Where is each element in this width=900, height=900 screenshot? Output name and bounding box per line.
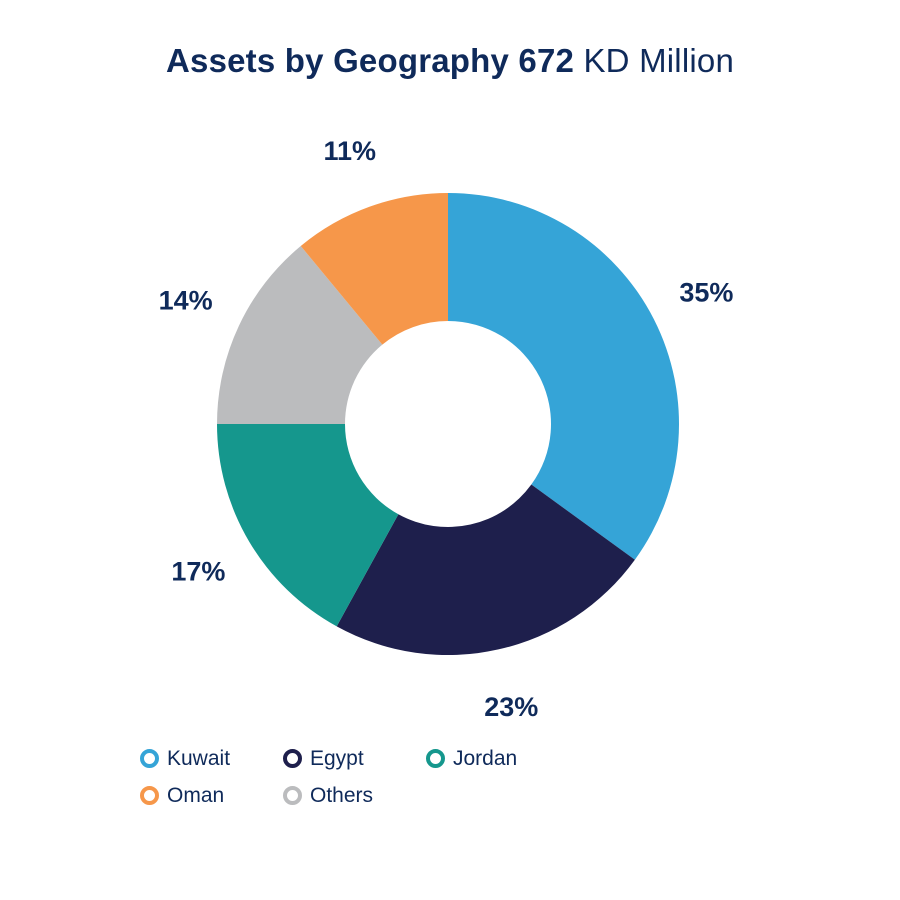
legend-label-egypt: Egypt xyxy=(310,746,364,770)
chart-legend: Kuwait Egypt Jordan Oman Others xyxy=(140,740,700,814)
data-label-others: 14% xyxy=(159,286,213,316)
legend-marker-others xyxy=(283,786,302,805)
legend-label-jordan: Jordan xyxy=(453,746,518,770)
legend-label-kuwait: Kuwait xyxy=(167,746,231,770)
legend-item-kuwait: Kuwait xyxy=(140,747,283,771)
legend-marker-egypt xyxy=(283,749,302,768)
chart-title-unit: KD Million xyxy=(583,42,735,79)
chart-title: Assets by Geography 672 KD Million xyxy=(0,42,900,80)
legend-item-oman: Oman xyxy=(140,784,283,808)
slice-kuwait xyxy=(448,193,680,560)
legend-label-others: Others xyxy=(310,783,374,807)
data-label-jordan: 17% xyxy=(171,557,225,587)
data-label-egypt: 23% xyxy=(484,692,538,722)
data-label-kuwait: 35% xyxy=(679,277,733,307)
legend-row: Oman Others xyxy=(140,777,700,814)
legend-label-oman: Oman xyxy=(167,783,225,807)
legend-item-egypt: Egypt xyxy=(283,747,426,771)
slice-others xyxy=(217,246,383,424)
legend-item-others: Others xyxy=(283,784,426,808)
slice-egypt xyxy=(336,484,635,655)
slice-oman xyxy=(300,193,448,345)
legend-row: Kuwait Egypt Jordan xyxy=(140,740,700,777)
slice-jordan xyxy=(217,424,399,627)
data-label-oman: 11% xyxy=(324,136,377,166)
legend-marker-oman xyxy=(140,786,159,805)
legend-item-jordan: Jordan xyxy=(426,747,569,771)
legend-marker-kuwait xyxy=(140,749,159,768)
chart-title-main: Assets by Geography 672 xyxy=(165,42,575,79)
legend-marker-jordan xyxy=(426,749,445,768)
